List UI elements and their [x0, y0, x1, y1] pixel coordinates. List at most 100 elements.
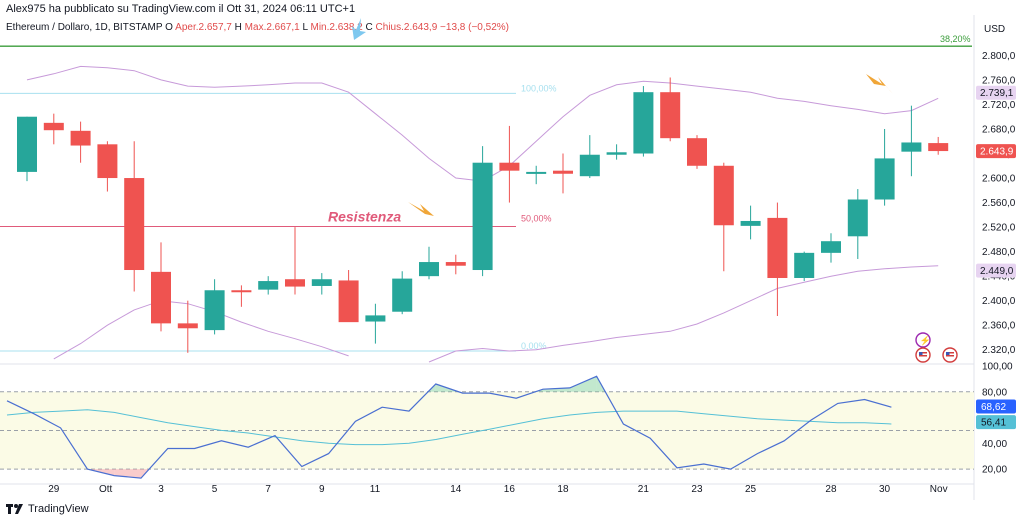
- price-tick-label: 2.360,0: [982, 321, 1016, 332]
- blue-arrow-icon: [352, 18, 366, 40]
- rsi-value-tag: [976, 399, 1016, 414]
- footer: TradingView: [6, 503, 89, 515]
- time-tick-label: 9: [319, 484, 325, 495]
- time-tick-label: 16: [504, 484, 516, 495]
- time-tick-label: 23: [691, 484, 703, 495]
- candle-body[interactable]: [874, 158, 895, 200]
- candle-body[interactable]: [847, 199, 868, 237]
- bollinger-lower-line: [53, 265, 939, 363]
- lightning-glyph: ⚡: [920, 335, 931, 347]
- price-tick-label: 2.520,0: [982, 223, 1016, 234]
- candle-body[interactable]: [579, 154, 600, 177]
- candle-body[interactable]: [713, 165, 734, 226]
- price-tick-label: 2.680,0: [982, 124, 1016, 135]
- price-tag-label: 2.449,0: [980, 266, 1014, 277]
- currency-label: USD: [984, 24, 1005, 35]
- rsi-tick-label: 20,00: [982, 465, 1007, 476]
- time-tick-label: Ott: [99, 484, 113, 495]
- candle-body[interactable]: [204, 290, 225, 331]
- published-line: Alex975 ha pubblicato su TradingView.com…: [6, 3, 356, 15]
- lightning-event-icon[interactable]: [915, 332, 931, 348]
- candle-body[interactable]: [526, 171, 547, 174]
- candle-body[interactable]: [258, 281, 279, 290]
- candle-body[interactable]: [740, 220, 761, 226]
- price-tick-label: 2.720,0: [982, 100, 1016, 111]
- legend-close-label: C: [365, 22, 373, 33]
- candle-body[interactable]: [231, 290, 252, 293]
- flag-stripe: [919, 355, 927, 357]
- time-tick-label: 21: [638, 484, 650, 495]
- legend-high-value: Max.2.667,1: [244, 22, 300, 33]
- flag-stripe: [919, 352, 927, 354]
- candle-body[interactable]: [311, 279, 332, 286]
- candle-body[interactable]: [606, 152, 627, 155]
- rsi-overbought-fill: [569, 376, 597, 392]
- candle-body[interactable]: [660, 92, 681, 139]
- rsi-tick-label: 40,00: [982, 439, 1007, 450]
- fib-level-label: 50,00%: [521, 213, 552, 223]
- rsi-value-tag: [976, 415, 1016, 430]
- time-tick-label: 25: [745, 484, 757, 495]
- candle-body[interactable]: [97, 144, 118, 179]
- candle-body[interactable]: [419, 262, 439, 277]
- rsi-value-label: 68,62: [981, 402, 1006, 413]
- candle-body[interactable]: [365, 315, 386, 322]
- time-tick-label: 30: [879, 484, 891, 495]
- candle-body[interactable]: [338, 280, 359, 323]
- fib-level-label: 0,00%: [521, 341, 547, 351]
- legend-symbol[interactable]: Ethereum / Dollaro, 1D, BITSTAMP: [6, 22, 163, 33]
- price-tag-label: 2.643,9: [980, 147, 1014, 158]
- time-tick-label: 14: [450, 484, 462, 495]
- price-tick-label: 2.320,0: [982, 345, 1016, 356]
- legend-open-label: O: [165, 22, 173, 33]
- price-tick-label: 2.760,0: [982, 75, 1016, 86]
- rsi-tick-label: 80,00: [982, 387, 1007, 398]
- orange-arrow-icon: [866, 74, 893, 94]
- price-tag: [976, 144, 1016, 159]
- price-tick-label: 2.400,0: [982, 296, 1016, 307]
- rsi-line: [6, 375, 892, 479]
- candle-body[interactable]: [472, 162, 493, 271]
- candle-body[interactable]: [901, 142, 922, 152]
- rsi-tick-label: 100,00: [982, 362, 1013, 373]
- candle-body[interactable]: [285, 279, 305, 287]
- candle-body[interactable]: [43, 122, 64, 131]
- candle-body[interactable]: [794, 252, 815, 278]
- price-tag: [976, 263, 1016, 278]
- candle-body[interactable]: [151, 271, 171, 324]
- candle-body[interactable]: [687, 138, 707, 166]
- fib-level-label: 100,00%: [521, 83, 557, 93]
- legend-change: −13,8 (−0,52%): [440, 22, 509, 33]
- resistance-annotation: Resistenza: [328, 208, 401, 224]
- candle-body[interactable]: [177, 323, 198, 329]
- candle-body[interactable]: [392, 278, 413, 312]
- orange-arrow-icon: [408, 202, 434, 216]
- legend-high-label: H: [234, 22, 242, 33]
- price-tag-label: 2.739,1: [980, 88, 1014, 99]
- rsi-ma-line: [6, 409, 892, 446]
- candle-body[interactable]: [928, 143, 949, 152]
- candle-body[interactable]: [821, 241, 841, 253]
- price-tick-label: 2.800,0: [982, 51, 1016, 62]
- price-tick-label: 2.480,0: [982, 247, 1016, 258]
- legend-open-value: Aper.2.657,7: [175, 22, 232, 33]
- candle-body[interactable]: [553, 170, 573, 174]
- time-tick-label: 3: [158, 484, 164, 495]
- time-tick-label: 5: [212, 484, 218, 495]
- rsi-overbought-fill: [543, 387, 570, 392]
- time-tick-label: 7: [265, 484, 271, 495]
- candle-body[interactable]: [445, 262, 466, 266]
- candle-body[interactable]: [499, 162, 520, 171]
- chart-legend: Ethereum / Dollaro, 1D, BITSTAMP O Aper.…: [6, 22, 509, 33]
- time-tick-label: Nov: [930, 484, 948, 495]
- candle-body[interactable]: [767, 217, 788, 278]
- rsi-value-label: 56,41: [981, 418, 1006, 429]
- candle-body[interactable]: [124, 178, 145, 271]
- candle-body[interactable]: [17, 116, 37, 172]
- candle-body[interactable]: [633, 92, 654, 154]
- flag-canton: [946, 352, 950, 355]
- time-tick-label: 29: [48, 484, 60, 495]
- candle-body[interactable]: [70, 130, 91, 146]
- flag-stripe: [946, 352, 954, 354]
